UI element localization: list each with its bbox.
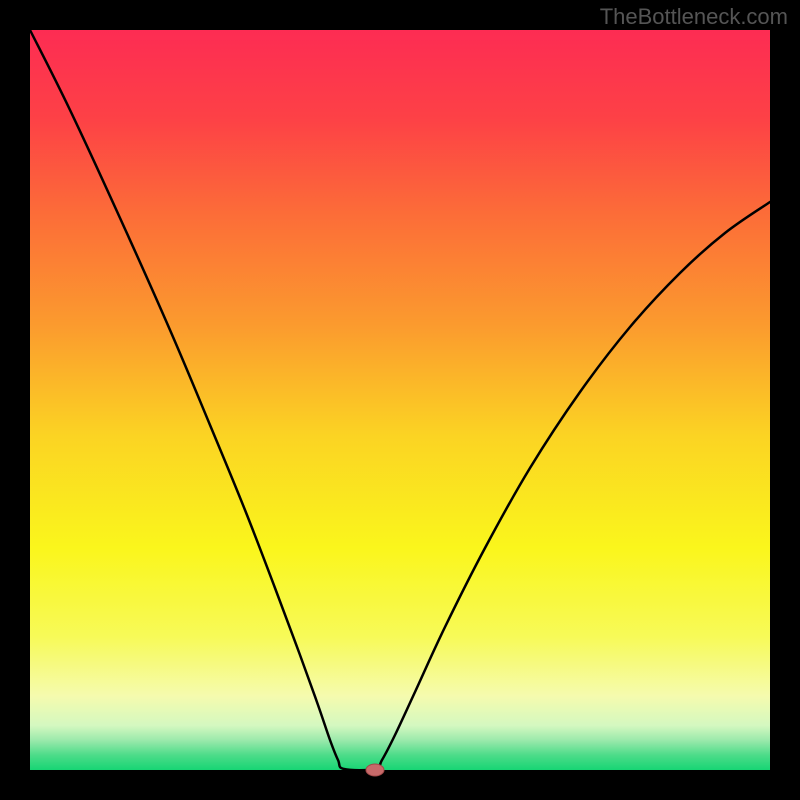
optimal-point-marker [366,764,384,776]
bottleneck-chart [0,0,800,800]
watermark-text: TheBottleneck.com [600,4,788,30]
chart-root: TheBottleneck.com [0,0,800,800]
chart-background [30,30,770,770]
